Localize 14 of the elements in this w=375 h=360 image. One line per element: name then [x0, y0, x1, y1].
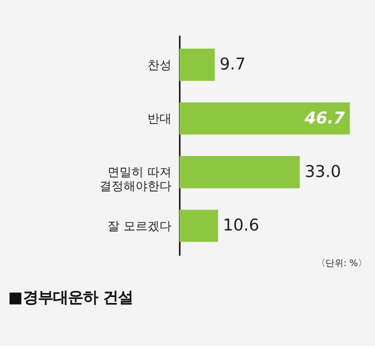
bar	[179, 102, 350, 135]
y-tick-label: 면밀히 따져 결정해야한다	[100, 165, 172, 194]
bar	[179, 210, 218, 242]
data-label: 9.7	[220, 54, 246, 74]
bar	[179, 156, 300, 188]
y-tick-label: 찬성	[148, 58, 172, 72]
bar	[179, 48, 215, 81]
text: ■경부대운하 건설	[8, 288, 134, 307]
y-tick-label: 잘 모르겠다	[108, 218, 172, 233]
y-tick-label: 반대	[148, 112, 172, 126]
text: 〈단위: %〉	[316, 258, 367, 269]
data-label: 46.7	[304, 108, 346, 128]
data-label: 10.6	[222, 216, 260, 235]
data-label: 33.0	[304, 162, 341, 182]
